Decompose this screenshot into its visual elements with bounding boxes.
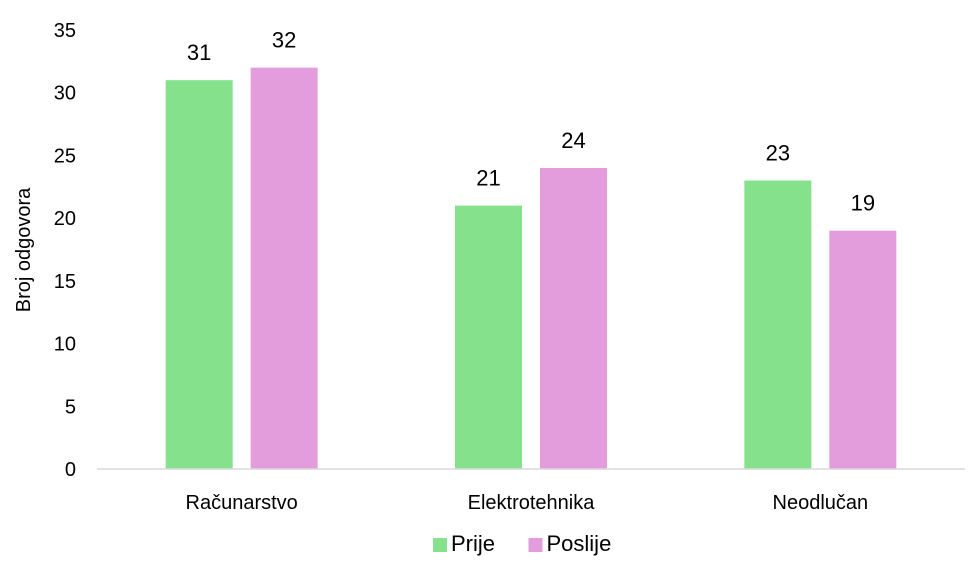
y-tick-label: 0: [65, 459, 76, 481]
y-tick-label: 5: [65, 396, 76, 418]
x-category-label: Računarstvo: [186, 492, 298, 514]
data-label: 21: [476, 166, 500, 191]
x-category-label: Neodlučan: [773, 492, 869, 514]
x-category-label: Elektrotehnika: [468, 492, 596, 514]
y-axis-title: Broj odgovora: [13, 187, 35, 312]
bar-poslije-0: [250, 67, 318, 469]
bar-poslije-1: [540, 167, 607, 469]
data-labels: 31 32 21 24 23 19: [187, 28, 875, 216]
data-label: 23: [766, 141, 790, 166]
y-tick-label: 20: [54, 208, 76, 230]
legend: Prije Poslije: [433, 531, 611, 556]
x-axis-labels: Računarstvo Elektrotehnika Neodlučan: [186, 492, 869, 514]
y-tick-label: 35: [54, 20, 76, 42]
y-tick-label: 25: [54, 145, 76, 167]
y-axis-ticks: 0 5 10 15 20 25 30 35: [54, 20, 76, 481]
legend-label: Prije: [451, 531, 495, 556]
bars: [165, 67, 897, 470]
bar-prije-0: [165, 80, 233, 470]
data-label: 32: [272, 28, 296, 53]
legend-swatch-poslije: [528, 538, 543, 552]
bar-prije-1: [455, 205, 522, 469]
bar-poslije-2: [829, 230, 897, 469]
data-label: 24: [561, 128, 585, 153]
legend-swatch-prije: [433, 538, 447, 552]
y-tick-label: 30: [54, 83, 76, 105]
data-label: 19: [851, 191, 875, 216]
bar-prije-2: [744, 180, 812, 469]
legend-label: Poslije: [547, 531, 612, 556]
y-tick-label: 15: [54, 271, 76, 293]
y-tick-label: 10: [54, 334, 76, 356]
data-label: 31: [187, 40, 211, 65]
